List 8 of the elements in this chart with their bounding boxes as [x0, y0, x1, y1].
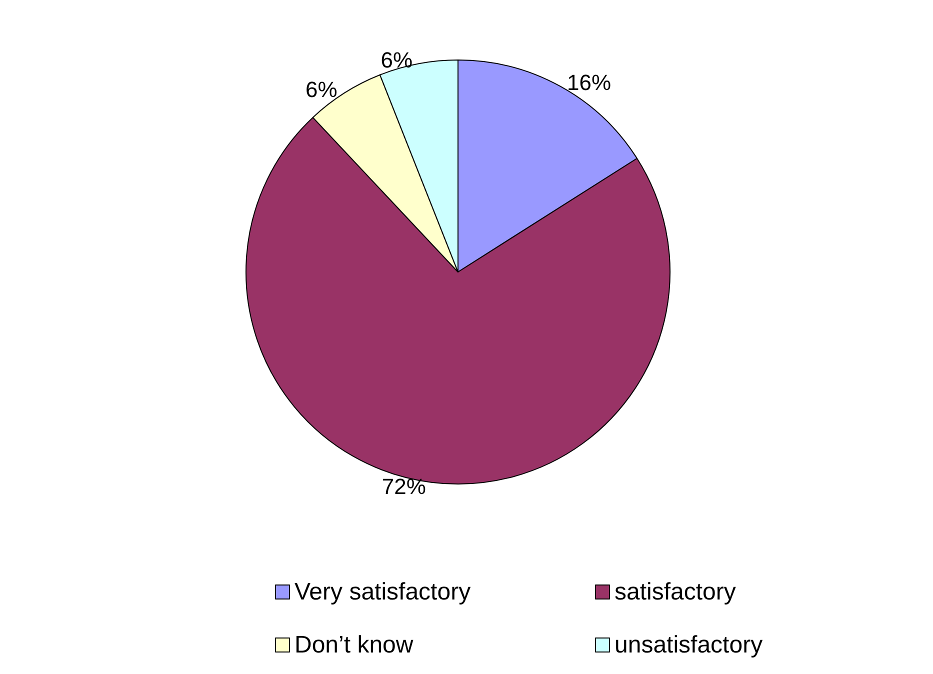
data-label: 6%	[380, 47, 413, 72]
legend-label: unsatisfactory	[614, 632, 763, 658]
data-label: 72%	[382, 474, 426, 499]
legend-label: satisfactory	[614, 578, 736, 606]
data-label: 16%	[567, 70, 612, 96]
data-label: 6%	[305, 77, 338, 102]
legend-label: Don’t know	[294, 632, 414, 658]
legend-label: Very satisfactory	[294, 578, 471, 606]
